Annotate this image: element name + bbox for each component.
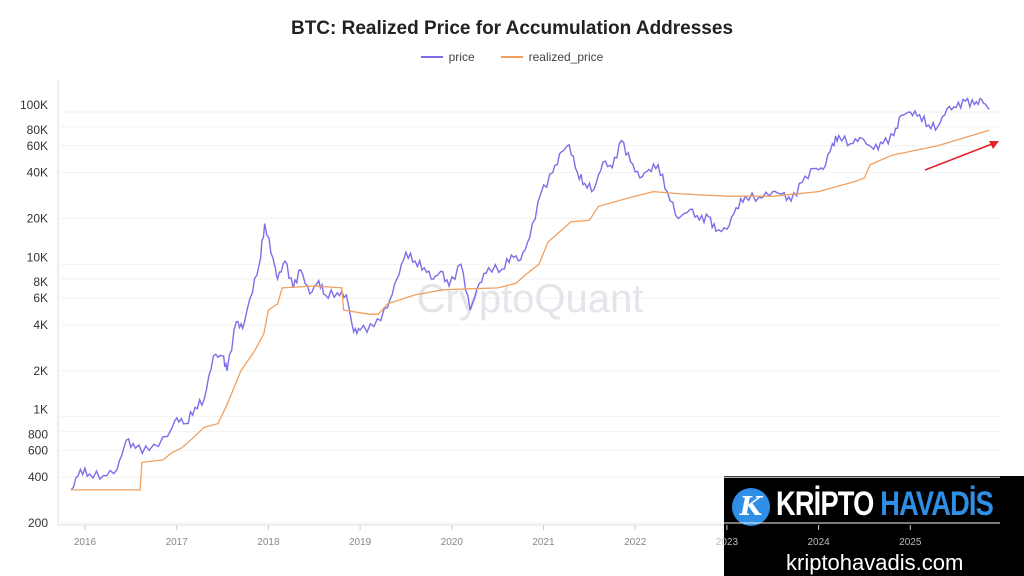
x-tick-label: 2022 bbox=[624, 537, 647, 548]
x-tick-label: 2017 bbox=[166, 537, 189, 548]
watermark: CryptoQuant bbox=[417, 277, 644, 321]
chart-title: BTC: Realized Price for Accumulation Add… bbox=[290, 18, 734, 39]
y-tick-label: 6K bbox=[33, 291, 48, 305]
y-tick-label: 400 bbox=[28, 470, 48, 484]
y-tick-label: 1K bbox=[33, 403, 48, 417]
x-tick-label: 2025 bbox=[899, 537, 922, 548]
y-tick-label: 8K bbox=[33, 275, 48, 289]
arrow-head-icon bbox=[989, 141, 999, 149]
kriptohavadis-logo: K KRİPTO HAVADİS kriptohavadis.com bbox=[724, 476, 1024, 576]
y-tick-label: 600 bbox=[28, 443, 48, 457]
annotation-arrow bbox=[924, 143, 993, 171]
x-tick-label: 2020 bbox=[441, 537, 464, 548]
legend-swatch bbox=[500, 56, 523, 58]
y-tick-label: 200 bbox=[28, 516, 48, 530]
y-tick-label: 100K bbox=[20, 98, 48, 112]
legend-swatch bbox=[420, 56, 443, 58]
x-tick-label: 2019 bbox=[349, 537, 372, 548]
legend-item-price[interactable]: price bbox=[420, 50, 475, 64]
logo-wordmark: KRİPTO HAVADİS bbox=[776, 485, 994, 523]
y-tick-label: 10K bbox=[27, 250, 48, 264]
series-line-realized-price bbox=[71, 129, 990, 491]
y-tick-label: 800 bbox=[28, 427, 48, 441]
y-tick-label: 2K bbox=[33, 364, 48, 378]
legend: price realized_price bbox=[0, 50, 1024, 64]
y-tick-label: 60K bbox=[27, 139, 48, 153]
y-tick-label: 40K bbox=[27, 166, 48, 180]
x-tick-label: 2023 bbox=[716, 537, 739, 548]
y-tick-label: 20K bbox=[27, 211, 48, 225]
logo-url: kriptohavadis.com bbox=[786, 550, 964, 575]
y-tick-label: 4K bbox=[33, 318, 48, 332]
y-tick-label: 80K bbox=[27, 123, 48, 137]
legend-item-realized-price[interactable]: realized_price bbox=[500, 50, 604, 64]
legend-label: realized_price bbox=[528, 50, 604, 64]
x-tick-label: 2018 bbox=[257, 537, 280, 548]
x-tick-label: 2024 bbox=[807, 537, 830, 548]
x-tick-label: 2016 bbox=[74, 537, 97, 548]
x-tick-label: 2021 bbox=[532, 537, 555, 548]
series-line-price bbox=[70, 96, 990, 491]
legend-label: price bbox=[448, 50, 475, 64]
logo-badge-icon: K bbox=[732, 488, 770, 526]
